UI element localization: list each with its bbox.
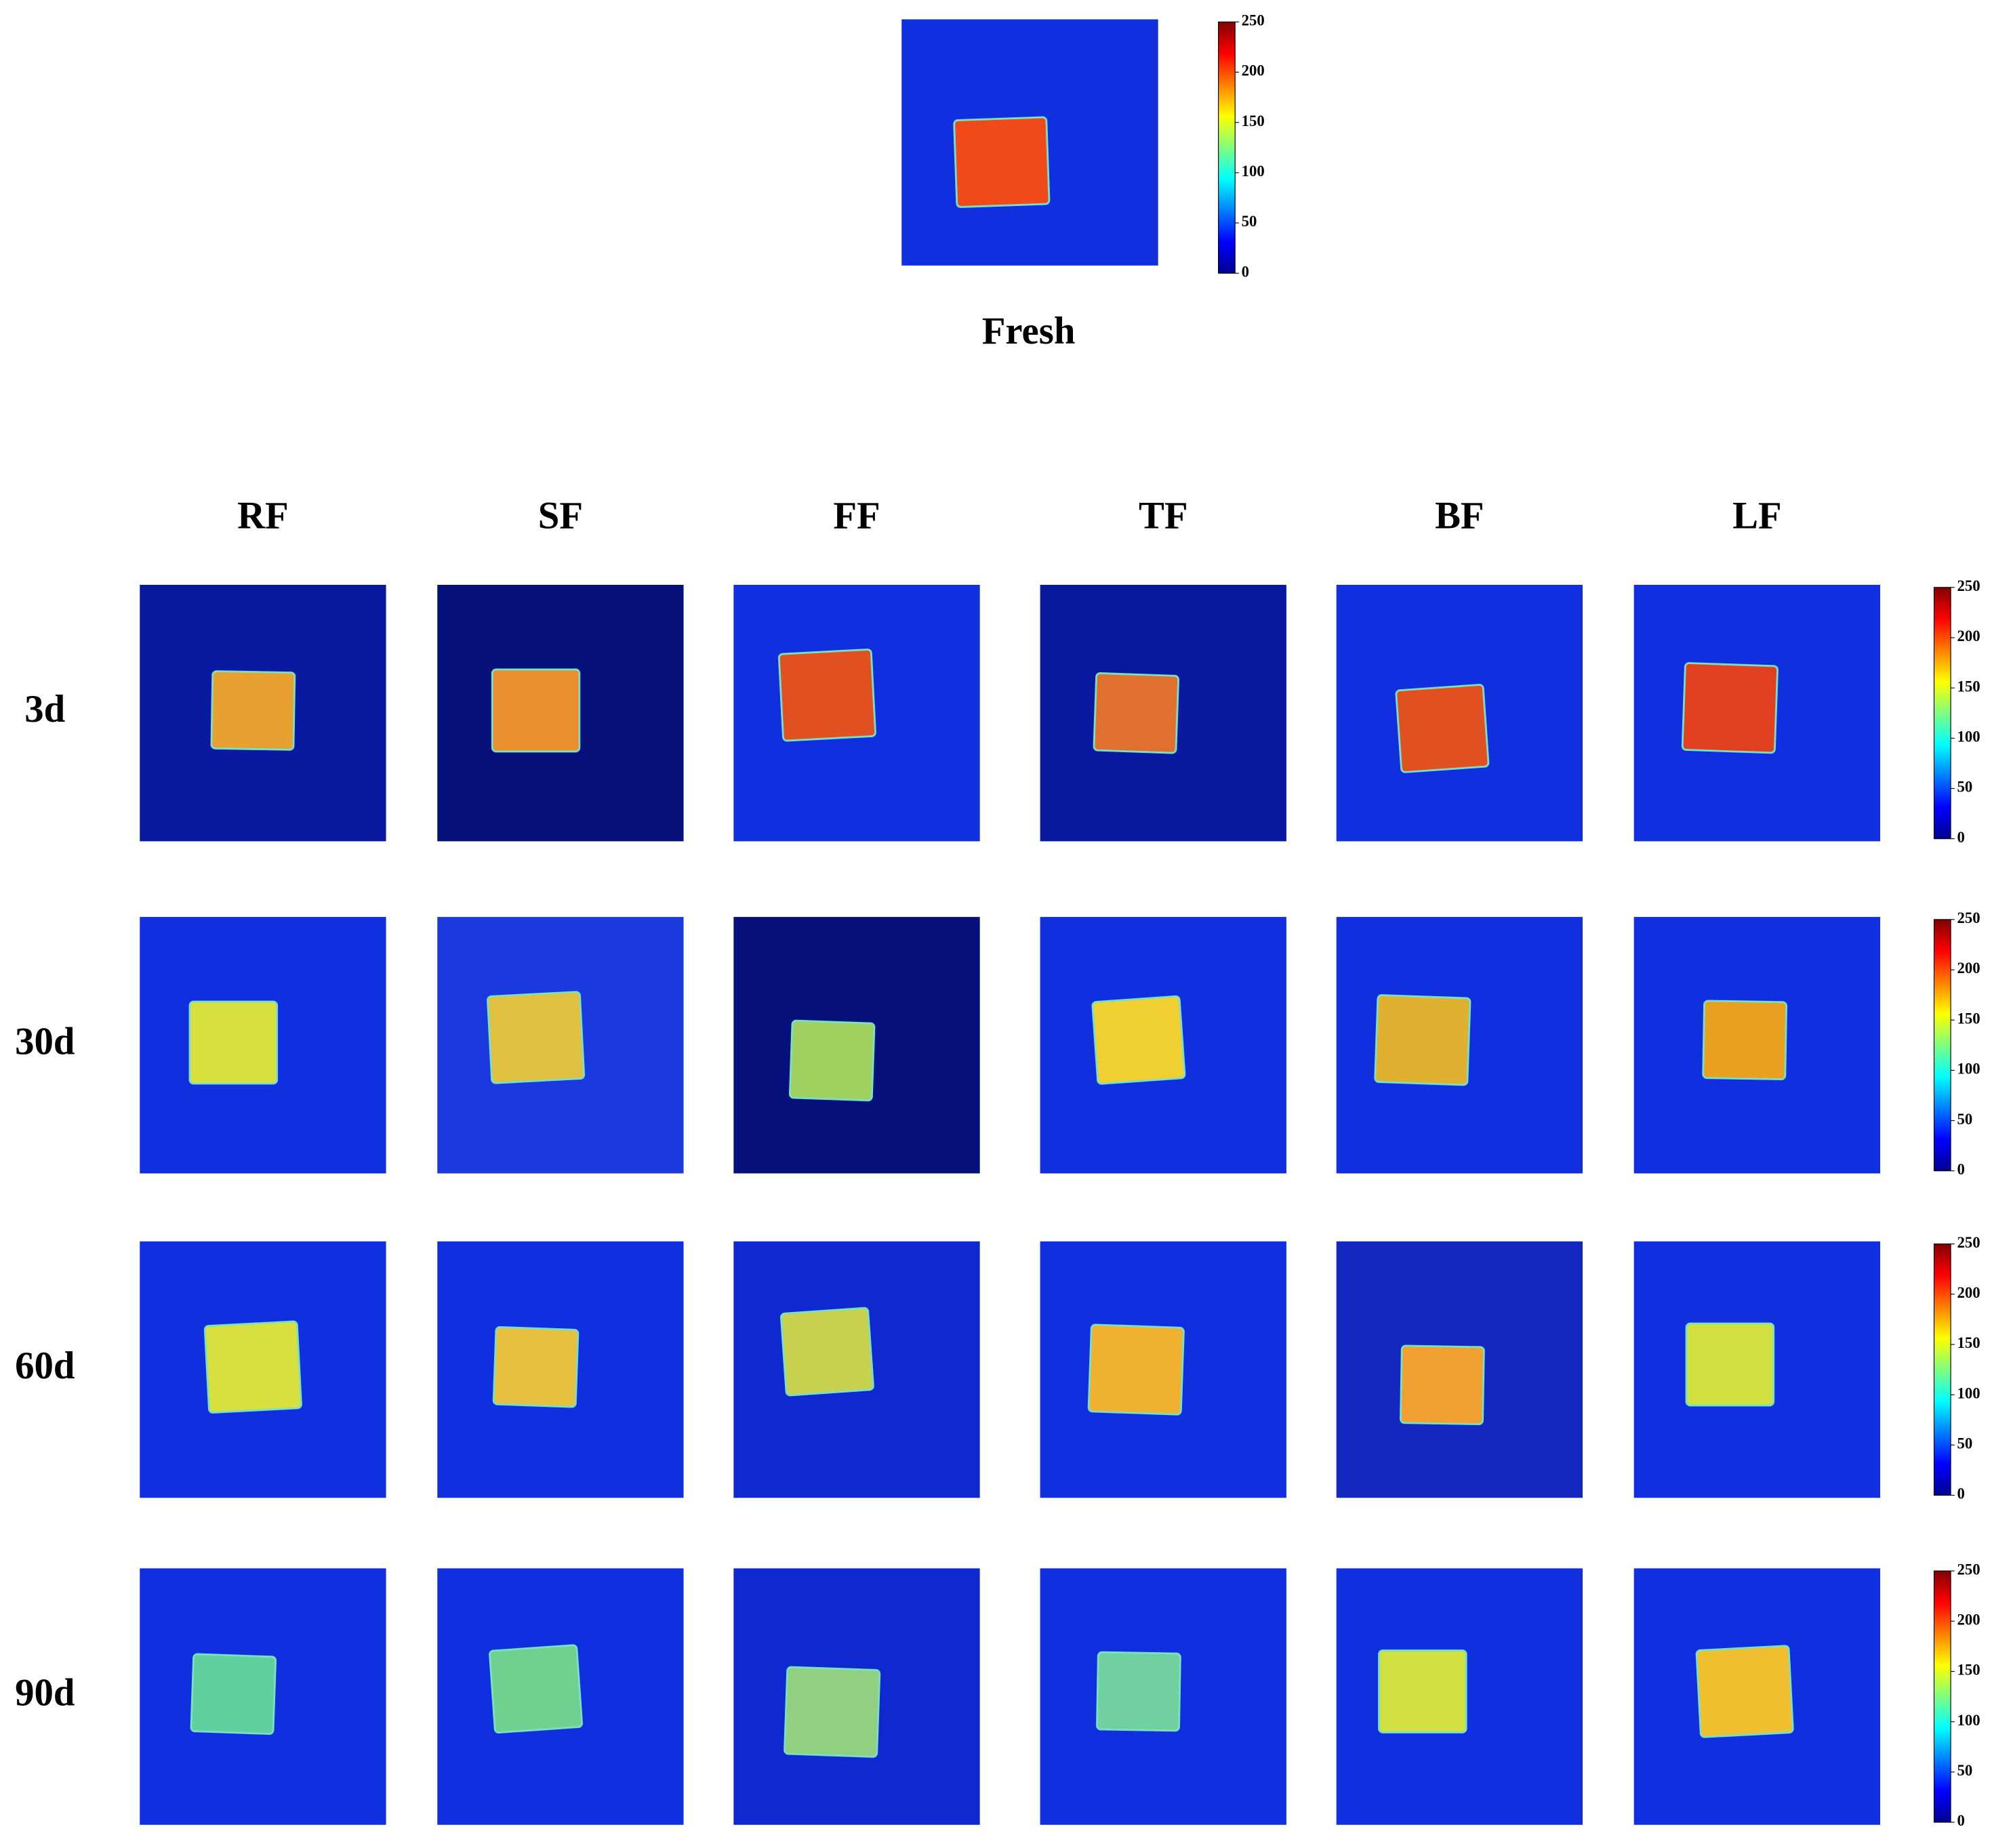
row-label: 30d bbox=[15, 1020, 75, 1063]
sample bbox=[487, 991, 586, 1084]
colorbar bbox=[1933, 1570, 1951, 1823]
sample bbox=[953, 116, 1051, 208]
colorbar-tick-label: 250 bbox=[1957, 1561, 1980, 1578]
colorbar bbox=[1933, 1244, 1951, 1496]
sample bbox=[1681, 662, 1779, 754]
column-header: RF bbox=[237, 495, 289, 537]
colorbar-tick-label: 100 bbox=[1957, 1384, 1980, 1401]
sample bbox=[1400, 1344, 1485, 1426]
colorbar-tick-label: 200 bbox=[1957, 960, 1980, 977]
colorbar-tick-label: 50 bbox=[1242, 213, 1257, 230]
colorbar-tick-label: 150 bbox=[1957, 678, 1980, 695]
sample bbox=[779, 1307, 874, 1397]
colorbar-tick-label: 50 bbox=[1957, 779, 1973, 796]
colorbar-tick-label: 0 bbox=[1957, 1812, 1965, 1829]
sample bbox=[784, 1666, 881, 1758]
colorbar-tick-label: 250 bbox=[1242, 12, 1265, 29]
sample bbox=[1093, 672, 1180, 754]
row-label: 60d bbox=[15, 1344, 75, 1387]
colorbar-tick-label: 250 bbox=[1957, 577, 1980, 594]
colorbar-tick-label: 250 bbox=[1957, 1234, 1980, 1251]
sample bbox=[1685, 1322, 1775, 1407]
colorbar-tick-label: 100 bbox=[1957, 728, 1980, 745]
sample bbox=[1695, 1645, 1794, 1738]
sample bbox=[491, 668, 581, 753]
colorbar-tick-label: 200 bbox=[1957, 1284, 1980, 1301]
colorbar-tick-label: 200 bbox=[1957, 628, 1980, 644]
sample bbox=[489, 1644, 584, 1734]
column-header: SF bbox=[538, 495, 583, 537]
column-header: TF bbox=[1139, 495, 1188, 537]
sample bbox=[1091, 995, 1186, 1085]
colorbar-tick-label: 50 bbox=[1957, 1111, 1973, 1128]
colorbar-tick-label: 200 bbox=[1242, 62, 1265, 79]
colorbar bbox=[1933, 587, 1951, 840]
sample bbox=[1096, 1651, 1181, 1732]
sample bbox=[788, 1019, 876, 1102]
colorbar bbox=[1218, 21, 1236, 274]
colorbar-tick-label: 100 bbox=[1957, 1712, 1980, 1729]
colorbar-tick-label: 50 bbox=[1957, 1762, 1973, 1779]
sample bbox=[492, 1326, 580, 1408]
sample bbox=[1374, 994, 1471, 1086]
sample bbox=[188, 1000, 279, 1085]
colorbar-tick-label: 0 bbox=[1957, 829, 1965, 846]
colorbar-tick-label: 0 bbox=[1957, 1161, 1965, 1178]
colorbar-tick-label: 100 bbox=[1957, 1061, 1980, 1077]
colorbar-tick-label: 200 bbox=[1957, 1611, 1980, 1628]
sample bbox=[203, 1320, 302, 1414]
colorbar-tick-label: 150 bbox=[1957, 1334, 1980, 1351]
colorbar-tick-label: 150 bbox=[1242, 112, 1265, 129]
sample bbox=[1702, 1000, 1788, 1081]
sample bbox=[1087, 1323, 1185, 1416]
colorbar-tick-label: 150 bbox=[1957, 1662, 1980, 1679]
colorbar bbox=[1933, 919, 1951, 1172]
colorbar-tick-label: 100 bbox=[1242, 163, 1265, 180]
colorbar-tick-label: 0 bbox=[1957, 1485, 1965, 1502]
colorbar-tick-label: 250 bbox=[1957, 909, 1980, 926]
colorbar-tick-label: 50 bbox=[1957, 1435, 1973, 1452]
sample bbox=[1378, 1649, 1467, 1733]
colorbar-tick-label: 150 bbox=[1957, 1010, 1980, 1027]
sample bbox=[210, 670, 296, 751]
sample bbox=[190, 1653, 277, 1735]
sample bbox=[777, 649, 876, 742]
row-label: 90d bbox=[15, 1672, 75, 1714]
column-header: LF bbox=[1732, 495, 1782, 537]
fresh-label: Fresh bbox=[982, 310, 1076, 352]
colorbar-tick-label: 0 bbox=[1242, 263, 1249, 280]
sample bbox=[1395, 684, 1490, 773]
row-label: 3d bbox=[24, 688, 65, 731]
column-header: BF bbox=[1435, 495, 1484, 537]
column-header: FF bbox=[833, 495, 880, 537]
